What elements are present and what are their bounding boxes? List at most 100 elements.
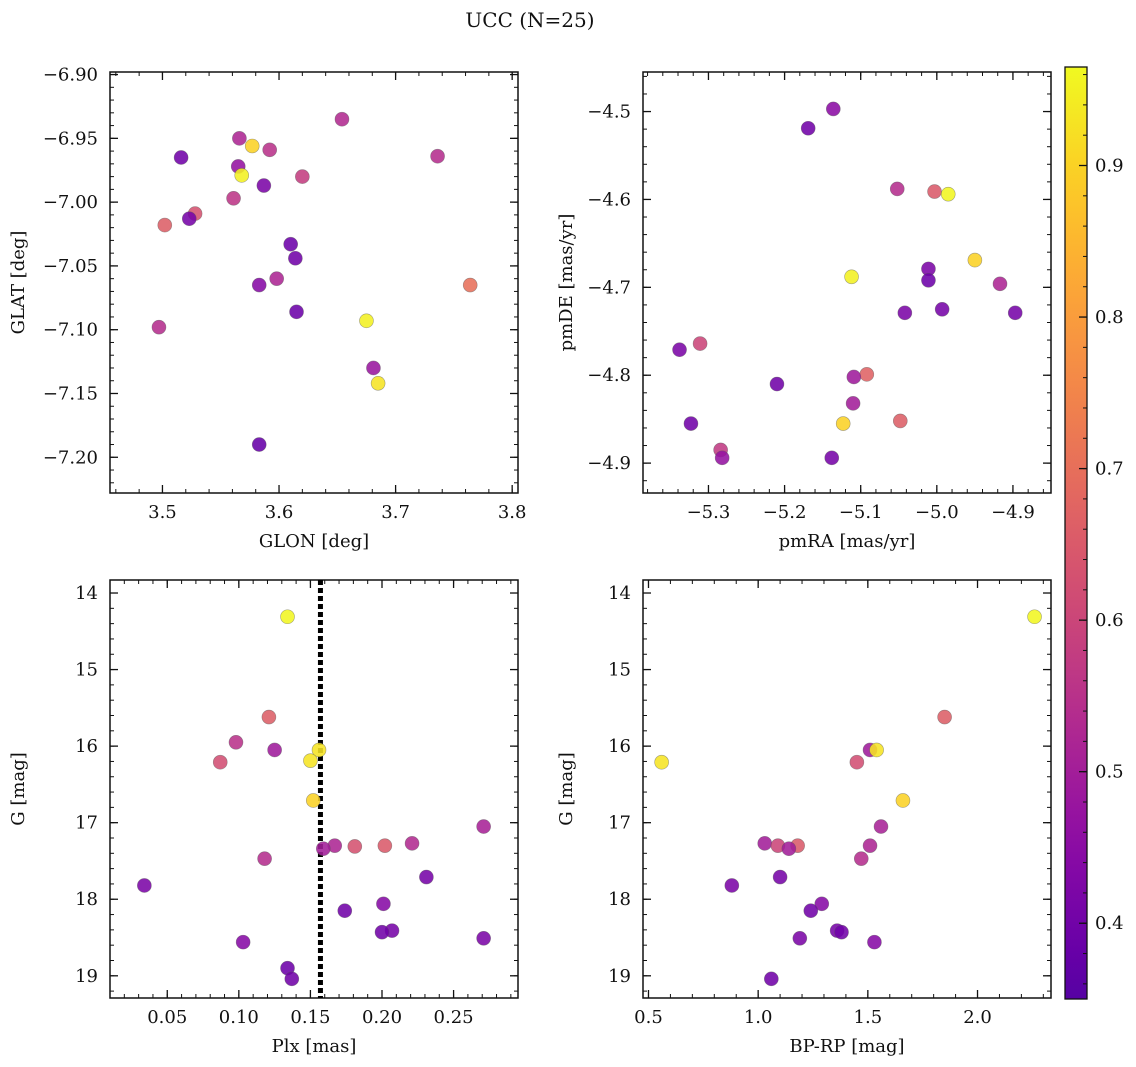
scatter-point: [672, 342, 687, 358]
x-tick-label: 1.5: [854, 1007, 883, 1028]
scatter-point: [181, 211, 197, 227]
y-tick-label: 18: [75, 889, 98, 910]
scatter-point: [862, 838, 878, 853]
scatter-point: [235, 934, 251, 950]
scatter-point: [430, 148, 445, 164]
scatter-point: [869, 742, 884, 758]
scatter-point: [992, 276, 1008, 292]
panel-pmra-pmde: −5.3 −5.2 −5.1 −5.0 −4.9 −4.5 −4.6 −4.7 −4.8 −4.9…: [556, 71, 1052, 552]
scatter-point: [404, 836, 420, 851]
scatter-point: [280, 609, 295, 625]
scatter-point: [256, 178, 272, 193]
axes-frame: [642, 71, 1052, 494]
x-axis-label: BP-RP [mag]: [789, 1036, 904, 1057]
axes-frame: [109, 579, 519, 999]
scatter-point: [337, 903, 353, 919]
scatter-point: [867, 934, 882, 950]
scatter-point: [967, 252, 983, 268]
scatter-point: [251, 437, 267, 452]
scatter-point: [316, 841, 331, 857]
panel-bprp-g: 0.5 1.0 1.5 2.0 14 15 16 17 18 19 BP-RP [mag] G [ma…: [556, 579, 1052, 1057]
y-tick-label: −7.20: [43, 447, 98, 468]
scatter-point: [844, 269, 859, 285]
x-tick-label: 3.7: [381, 502, 410, 523]
y-tick-label: −4.7: [587, 277, 631, 298]
scatter-point: [772, 869, 788, 885]
scatter-point: [834, 924, 849, 940]
scatter-point: [892, 413, 908, 429]
y-tick-label: −4.5: [587, 102, 631, 123]
scatter-point: [261, 709, 277, 725]
scatter-point: [157, 217, 173, 233]
y-tick-label: 18: [608, 889, 631, 910]
y-tick-label: 14: [75, 583, 98, 604]
colorbar-tick-label: 0.7: [1095, 459, 1124, 480]
scatter-point: [1027, 609, 1042, 625]
colorbar-tick-label: 0.4: [1095, 913, 1124, 934]
scatter-point: [897, 305, 913, 321]
panel-plx-g: 0.05 0.10 0.15 0.20 0.25 14 15 16 17 18 19 Plx [mas…: [8, 579, 519, 1057]
y-tick-label: 16: [75, 736, 98, 757]
x-tick-label: −5.1: [839, 502, 883, 523]
scatter-point: [895, 793, 911, 808]
scatter-point: [849, 754, 865, 770]
scatter-point: [476, 930, 491, 946]
scatter-point: [769, 376, 785, 392]
scatter-point: [226, 191, 241, 206]
y-tick-label: 19: [608, 966, 631, 987]
scatter-point: [683, 416, 699, 431]
x-tick-label: 0.20: [362, 1007, 402, 1028]
x-tick-label: −4.9: [991, 502, 1035, 523]
x-axis-label: pmRA [mas/yr]: [779, 531, 916, 552]
x-tick-label: −5.2: [763, 502, 807, 523]
scatter-point: [889, 181, 905, 197]
panel-glon-glat: 3.5 3.6 3.7 3.8 −6.90 −6.95 −7.00 −7.05 −7.10 −7.…: [8, 65, 526, 552]
scatter-point: [228, 735, 244, 750]
scatter-point: [377, 838, 393, 853]
scatter-point: [374, 924, 390, 940]
y-axis-label: pmDE [mas/yr]: [556, 214, 577, 352]
scatter-point: [846, 369, 862, 385]
x-tick-label: 0.5: [634, 1007, 663, 1028]
scatter-point: [234, 168, 250, 183]
x-tick-label: 0.05: [147, 1007, 187, 1028]
scatter-point: [244, 138, 260, 154]
y-tick-label: −6.90: [43, 65, 98, 86]
x-tick-label: 1.0: [744, 1007, 773, 1028]
y-tick-label: −7.10: [43, 320, 98, 341]
scatter-point: [212, 754, 228, 770]
scatter-point: [853, 851, 869, 866]
scatter-point: [366, 360, 381, 376]
y-tick-label: 15: [608, 660, 631, 681]
x-tick-label: 0.15: [290, 1007, 330, 1028]
y-tick-label: 16: [608, 736, 631, 757]
scatter-point: [803, 903, 819, 919]
x-tick-label: 3.8: [498, 502, 527, 523]
scatter-point: [825, 101, 841, 117]
scatter-point: [257, 851, 272, 866]
colorbar-tick-label: 0.9: [1095, 156, 1124, 177]
scatter-point: [692, 336, 708, 351]
y-tick-label: 17: [75, 813, 98, 834]
y-tick-label: 17: [608, 813, 631, 834]
scatter-point: [251, 277, 267, 293]
y-tick-label: −6.95: [43, 128, 98, 149]
scatter-point: [927, 184, 942, 199]
scatter-point: [289, 304, 304, 320]
y-axis-label: G [mag]: [8, 752, 29, 825]
scatter-point: [476, 819, 491, 834]
x-axis-label: GLON [deg]: [259, 531, 369, 552]
y-tick-label: −4.6: [587, 189, 631, 210]
scatter-point: [334, 111, 350, 127]
y-tick-label: 15: [75, 660, 98, 681]
scatter-point: [781, 841, 797, 857]
x-axis-label: Plx [mas]: [272, 1036, 357, 1057]
scatter-point: [303, 753, 318, 768]
x-tick-label: 3.6: [265, 502, 294, 523]
x-tick-label: 3.5: [148, 502, 177, 523]
y-tick-label: −4.8: [587, 365, 631, 386]
scatter-point: [934, 302, 950, 317]
scatter-point: [370, 375, 386, 391]
scatter-point: [462, 277, 478, 293]
